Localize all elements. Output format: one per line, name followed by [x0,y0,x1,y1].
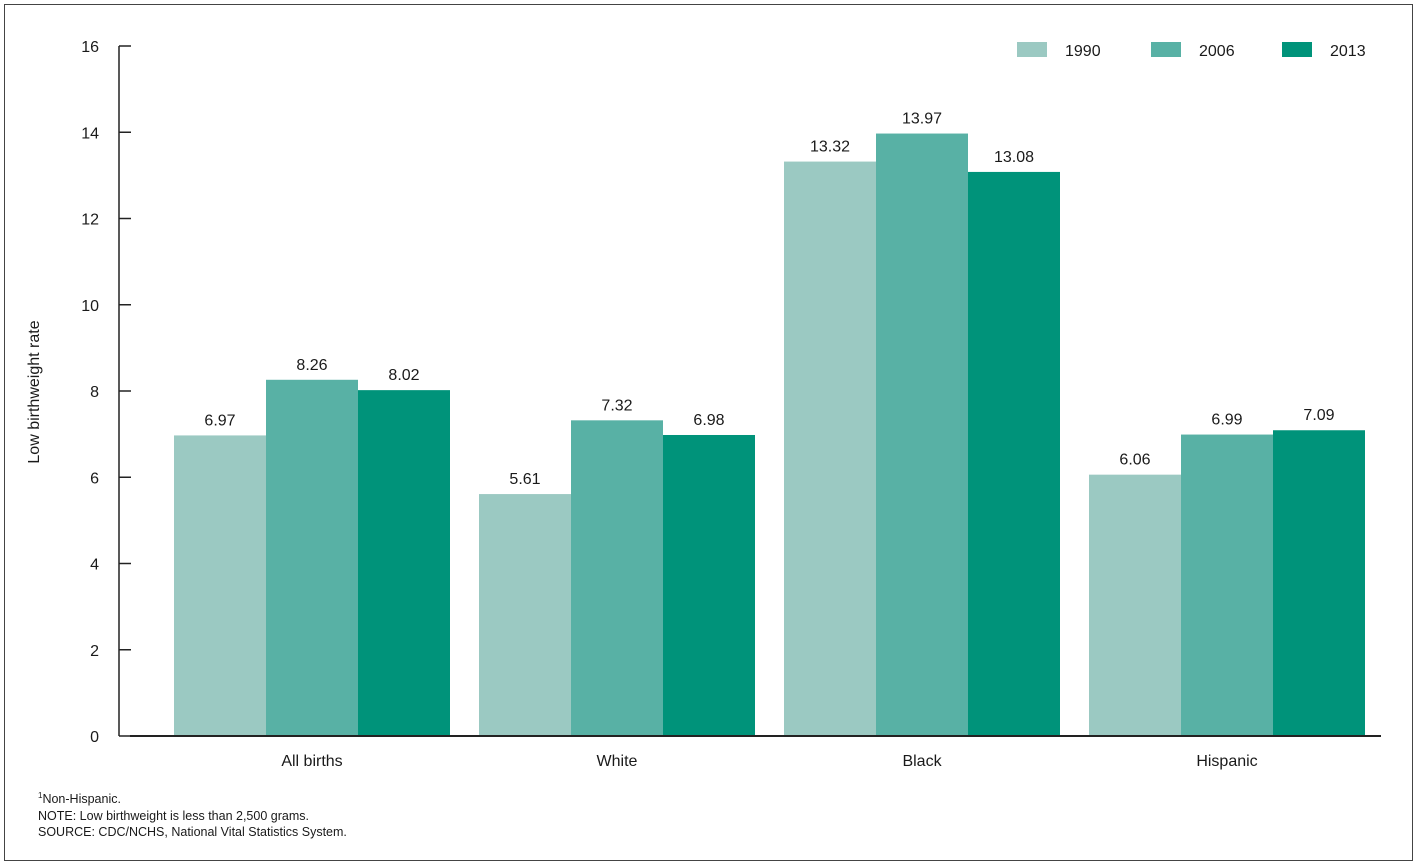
footnote-source: SOURCE: CDC/NCHS, National Vital Statist… [38,825,347,839]
legend: 1990 2006 2013 [1017,42,1366,60]
y-tick-label: 16 [81,39,99,56]
legend-label: 1990 [1065,43,1101,60]
footnote-mark: 1 [38,791,43,800]
bar-white-2013 [663,434,755,736]
y-tick-label: 12 [81,212,99,229]
data-label: 13.97 [902,111,942,128]
data-label: 13.08 [994,149,1034,166]
x-tick-label: All births [281,753,342,770]
data-label: 5.61 [509,471,540,488]
x-tick-label: Black [902,753,942,770]
x-tick-label: Hispanic [1196,753,1257,770]
bar-hispanic-1990 [1089,474,1181,736]
chart-frame [4,4,1413,861]
legend-item-2013: 2013 [1282,42,1366,60]
bar-hispanic-2013 [1273,430,1365,736]
legend-label: 2006 [1199,43,1235,60]
y-tick-label: 2 [90,643,99,660]
y-axis: 0 2 4 6 8 10 12 14 16 [81,39,131,746]
legend-swatch [1151,42,1181,57]
bar-white-1990 [479,494,571,736]
bars [174,133,1365,737]
legend-item-1990: 1990 [1017,42,1101,60]
y-tick-label: 8 [90,384,99,401]
bar-black-2006 [876,133,968,736]
bar-white-2006 [571,420,663,736]
y-tick-label: 4 [90,557,99,574]
footnotes: 1Non-Hispanic. NOTE: Low birthweight is … [38,791,347,841]
data-label: 13.32 [810,139,850,156]
data-label: 8.26 [296,357,327,374]
data-label: 6.99 [1211,412,1242,429]
data-label: 6.98 [693,412,724,429]
y-axis-label: Low birthweight rate [26,320,43,463]
bar-black-1990 [784,161,876,736]
x-tick-label: White [597,753,638,770]
footnote-nonhispanic-text: Non-Hispanic. [42,792,121,806]
y-tick-label: 6 [90,470,99,487]
legend-swatch [1017,42,1047,57]
x-axis: All births White Black Hispanic [130,735,1381,770]
bar-all-births-1990 [174,435,266,736]
data-label: 8.02 [388,367,419,384]
bar-all-births-2013 [358,390,450,736]
data-label: 6.06 [1119,452,1150,469]
data-labels: 6.97 8.26 8.02 5.61 7.32 6.98 13.32 13.97 13.08 6… [204,111,1334,489]
legend-swatch [1282,42,1312,57]
y-tick-label: 14 [81,125,99,142]
legend-item-2006: 2006 [1151,42,1235,60]
footnote-nonhispanic: 1Non-Hispanic. [38,791,347,808]
y-tick-label: 10 [81,298,99,315]
legend-label: 2013 [1330,43,1366,60]
data-label: 7.32 [601,397,632,414]
bar-black-2013 [968,171,1060,737]
data-label: 6.97 [204,412,235,429]
data-label: 7.09 [1303,407,1334,424]
y-tick-label: 0 [90,729,99,746]
bar-hispanic-2006 [1181,434,1273,736]
footnote-note: NOTE: Low birthweight is less than 2,500… [38,808,309,823]
bar-all-births-2006 [266,379,358,736]
